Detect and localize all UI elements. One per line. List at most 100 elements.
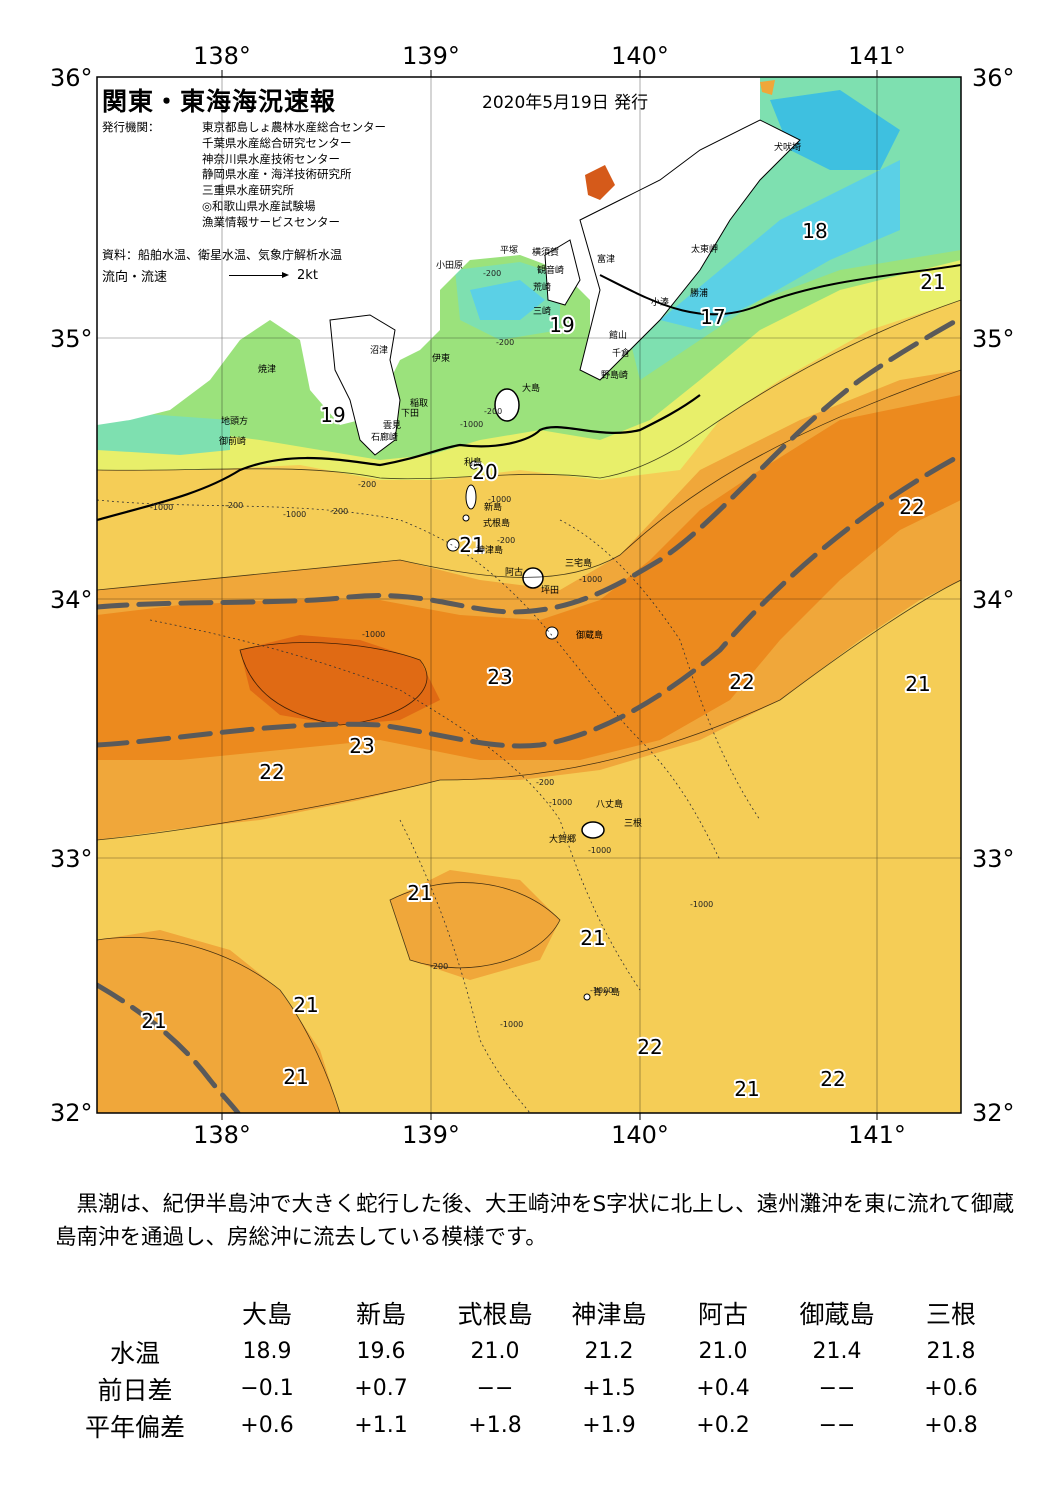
isotherm-line bbox=[97, 579, 961, 841]
place-name: 青ヶ島 bbox=[593, 986, 620, 998]
place-name: 伊東 bbox=[432, 352, 450, 364]
depth-label: -200 bbox=[484, 407, 502, 416]
flow-legend: 流向・流速 2kt bbox=[102, 266, 318, 285]
table-cell: −0.1 bbox=[240, 1376, 294, 1401]
island-mikurajima bbox=[545, 626, 559, 640]
agency-list: 発行機関： 東京都島しょ農林水産総合センター 千葉県水産総合研究センター 神奈川県水産… bbox=[102, 120, 386, 231]
latitude-label: 32° bbox=[972, 1099, 1015, 1127]
isotherm-label: 20 bbox=[472, 460, 497, 484]
longitude-label: 139° bbox=[402, 1121, 460, 1149]
issue-date: 2020年5月19日 発行 bbox=[482, 93, 649, 113]
longitude-label: 140° bbox=[611, 1121, 669, 1149]
table-cell: 21.0 bbox=[698, 1339, 748, 1364]
island-temperature-table: 大島 新島 式根島 神津島 阿古 御蔵島 三根 水温 18.9 19.6 21.0 21.2 21.0… bbox=[60, 1293, 1008, 1444]
agency-row: 漁業情報サービスセンター bbox=[102, 215, 386, 231]
table-column-header: 新島 bbox=[355, 1300, 406, 1329]
island-kozushima bbox=[446, 538, 460, 552]
place-name: 千倉 bbox=[612, 347, 630, 359]
place-name: 八丈島 bbox=[596, 798, 623, 810]
place-name: 太東岬 bbox=[691, 243, 718, 255]
flow-arrow-icon bbox=[229, 271, 290, 281]
agency-name: 漁業情報サービスセンター bbox=[202, 214, 340, 229]
latitude-label: 35° bbox=[50, 325, 93, 353]
agency-row-label bbox=[102, 215, 202, 231]
place-name: 荒崎 bbox=[533, 281, 551, 293]
place-name: 小湊 bbox=[651, 296, 669, 308]
table-cell: +0.4 bbox=[696, 1376, 750, 1401]
isotherm-label: 21 bbox=[141, 1009, 166, 1033]
table-row: 平年偏差 +0.6 +1.1 +1.8 +1.9 +0.2 −− +0.8 bbox=[60, 1407, 1008, 1444]
depth-label: -200 bbox=[330, 507, 348, 516]
isotherm-label: 22 bbox=[637, 1035, 662, 1059]
latitude-label: 34° bbox=[972, 586, 1015, 614]
depth-label: -200 bbox=[483, 269, 501, 278]
depth-label: -200 bbox=[358, 480, 376, 489]
depth-label: -1000 bbox=[579, 575, 602, 584]
island-hachijojima bbox=[581, 821, 605, 839]
table-row-header: 平年偏差 bbox=[84, 1412, 185, 1442]
table-cell: +0.6 bbox=[924, 1376, 978, 1401]
kuroshio-summary: 黒潮は、紀伊半島沖で大きく蛇行した後、大王崎沖をS字状に北上し、遠州灘沖を東に流… bbox=[55, 1192, 1015, 1250]
isotherm-label: 23 bbox=[487, 665, 512, 689]
depth-label: -1000 bbox=[500, 1020, 523, 1029]
agency-name: ◎和歌山県水産試験場 bbox=[202, 198, 316, 213]
sea-temperature-map: 138° 139° 140° 141° 138° 139° 140° 141° 36° 35°… bbox=[50, 42, 1015, 1149]
depth-contour bbox=[97, 499, 721, 861]
agency-row: 千葉県水産総合研究センター bbox=[102, 136, 386, 152]
place-name: 利島 bbox=[464, 456, 482, 468]
isotherm-20-line bbox=[97, 394, 701, 522]
place-name: 三崎 bbox=[533, 305, 551, 317]
depth-label: -1000 bbox=[150, 503, 173, 512]
table-row: 前日差 −0.1 +0.7 −− +1.5 +0.4 −− +0.6 bbox=[60, 1370, 1008, 1407]
isotherm-18-line bbox=[599, 264, 961, 316]
agency-row: 静岡県水産・海洋技術研究所 bbox=[102, 167, 386, 183]
place-name: 沼津 bbox=[370, 345, 388, 356]
latitude-label: 36° bbox=[50, 64, 93, 92]
agency-row-label bbox=[102, 199, 202, 215]
zone-22-south-mid bbox=[390, 870, 560, 980]
isotherm-label: 17 bbox=[700, 305, 725, 329]
depth-contour bbox=[559, 519, 761, 821]
place-name: 焼津 bbox=[258, 364, 276, 375]
table-cell: +0.8 bbox=[924, 1413, 978, 1438]
place-name: 大賀郷 bbox=[549, 833, 576, 845]
island-shikinejima bbox=[462, 514, 470, 522]
table-column-header: 三根 bbox=[925, 1300, 976, 1329]
island-toshima bbox=[469, 460, 479, 470]
agency-name: 静岡県水産・海洋技術研究所 bbox=[202, 167, 352, 182]
zone-17 bbox=[660, 160, 900, 330]
kuroshio-south-edge bbox=[97, 452, 961, 749]
coast-warm-patch bbox=[760, 80, 775, 95]
depth-label: -1000 bbox=[590, 986, 613, 995]
place-name: 雲見 bbox=[383, 420, 401, 431]
data-source: 資料：船舶水温、衛星水温、気象庁解析水温 bbox=[102, 248, 343, 262]
longitude-label: 141° bbox=[848, 1121, 906, 1149]
latitude-label: 33° bbox=[972, 845, 1015, 873]
table-cell: +0.2 bbox=[696, 1413, 750, 1438]
place-name: 三宅島 bbox=[565, 557, 592, 569]
table-cell: 21.0 bbox=[470, 1339, 520, 1364]
table-cell: +1.5 bbox=[582, 1376, 636, 1401]
longitude-label: 138° bbox=[193, 1121, 251, 1149]
kuroshio-north-edge bbox=[97, 315, 961, 615]
depth-label: -200 bbox=[225, 501, 243, 510]
table-corner bbox=[60, 1293, 210, 1333]
table-cell: 21.2 bbox=[584, 1339, 634, 1364]
agency-row-label bbox=[102, 167, 202, 183]
place-name: 新島 bbox=[484, 501, 502, 513]
table-row: 水温 18.9 19.6 21.0 21.2 21.0 21.4 21.8 bbox=[60, 1333, 1008, 1370]
tokyo-bay-head bbox=[585, 165, 615, 200]
agency-row: 三重県水産研究所 bbox=[102, 183, 386, 199]
depth-label: -1000 bbox=[488, 495, 511, 504]
longitude-label: 139° bbox=[402, 42, 460, 70]
place-name: 地頭方 bbox=[221, 415, 248, 427]
agency-name: 神奈川県水産技術センター bbox=[202, 151, 340, 166]
place-name: 三根 bbox=[624, 817, 642, 829]
place-name: 御前崎 bbox=[219, 435, 246, 447]
latitude-label: 33° bbox=[50, 845, 93, 873]
latitude-label: 35° bbox=[972, 325, 1015, 353]
isotherm-label: 21 bbox=[905, 672, 930, 696]
map-frame bbox=[96, 76, 962, 1114]
depth-label: -1000 bbox=[460, 420, 483, 429]
zone-21-south bbox=[97, 580, 961, 1113]
